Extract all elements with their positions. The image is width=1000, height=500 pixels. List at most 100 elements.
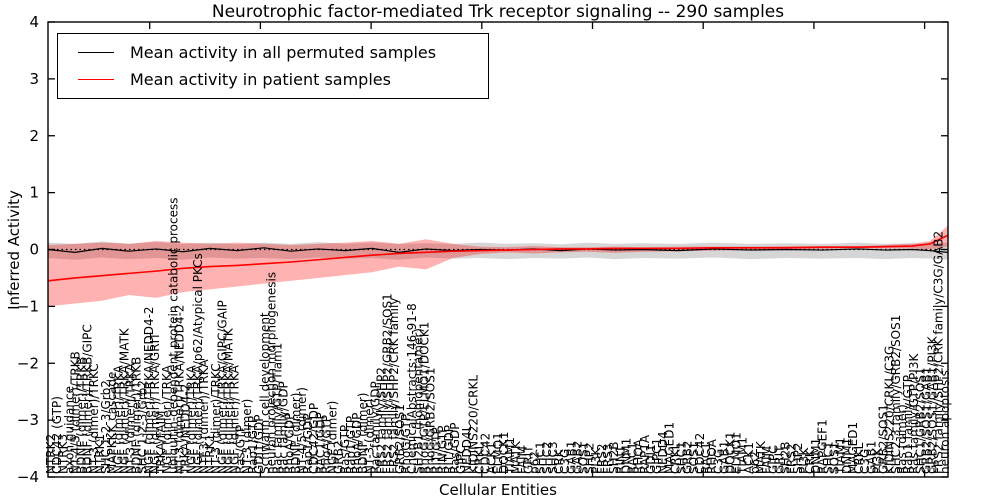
x-tick-label: CDC42	[693, 433, 707, 474]
x-tick-label: SHC2	[540, 441, 554, 474]
patient-line-swatch	[78, 79, 114, 80]
x-tick-label: BDNF (dimer)	[356, 393, 370, 475]
x-tick-label: DOCK1	[723, 431, 737, 474]
x-tick-label: KIDINS220/CRKL	[466, 375, 480, 474]
x-tick-label: SH2B	[607, 441, 621, 474]
x-tick-label: CRK	[552, 448, 566, 474]
x-tick-label: p62	[748, 451, 762, 474]
x-tick-label: SHC1/GRB2/SOS1	[913, 367, 927, 474]
legend-entry-patient: Mean activity in patient samples	[70, 70, 476, 89]
patient-band	[48, 225, 948, 307]
x-tick-label: NGF (dimer)/TRKA	[111, 364, 125, 474]
x-tick-label: CDC42	[479, 433, 493, 474]
x-tick-label: FRS2 family/SHP2	[375, 367, 389, 474]
x-tick-label: NGF (dimer)/TRKA/p62/Atypical PKCs	[191, 253, 205, 474]
permuted-line-swatch	[78, 52, 114, 53]
x-tick-label: Rap1/GDP	[301, 414, 315, 475]
x-tick-label: TIAM1	[834, 437, 848, 475]
y-tick-label: 0	[29, 241, 39, 259]
x-tick-label: NGF (dimer)/TRKA	[160, 364, 174, 474]
x-tick-label: axon guidance	[62, 386, 76, 474]
x-tick-label: RIN1	[613, 446, 627, 475]
x-tick-label: NGF (dimer)/TRKA	[228, 364, 242, 474]
x-tick-label: NGF (dimer)/TRKA/GRIT	[148, 332, 162, 474]
legend-label-permuted: Mean activity in all permuted samples	[130, 43, 437, 62]
x-tick-label: ubiquitin-dependent protein catabolic pr…	[166, 198, 180, 474]
x-tick-label: FRS2	[785, 444, 799, 475]
x-tick-label: RAP1A	[638, 434, 652, 474]
x-tick-label: CRK	[803, 448, 817, 474]
x-tick-label: FRS2	[595, 444, 609, 475]
x-axis-label: Cellular Entities	[439, 481, 557, 499]
x-tick-label: ACK1	[742, 442, 756, 474]
y-tick-label: −3	[17, 411, 39, 429]
x-tick-label: RAC1	[699, 442, 713, 474]
x-tick-label: TRKA/NEDD4-2	[179, 384, 193, 475]
x-tick-label: Rap1 family/GTP	[901, 375, 915, 474]
x-tick-label: GDI1	[644, 444, 658, 474]
x-tick-label: neuron apoptosis	[938, 370, 952, 474]
x-tick-label: DNM1	[619, 438, 633, 474]
x-tick-label: NT-3 (dimer)/TRKA/NEDD4-2	[172, 304, 186, 474]
x-tick-label: C3G	[858, 449, 872, 474]
x-tick-label: BDNF (dimer)/TRKB	[75, 357, 89, 474]
x-tick-label: GDI1/GDP	[252, 414, 266, 474]
x-tick-label: GIPC1	[650, 438, 664, 474]
x-tick-label: NTRK3	[56, 434, 70, 474]
x-tick-label: SHP2	[791, 442, 805, 474]
x-tick-label: TRKA/FAIM	[154, 411, 168, 475]
x-tick-label: RAC1/GDP	[313, 412, 327, 474]
x-tick-label: NGF (dimer)/TRKA/NEDD4-2	[142, 306, 156, 474]
x-tick-label: SOS1	[577, 442, 591, 474]
x-tick-label: FRS2 family/SHP2/CRK family	[387, 298, 401, 474]
x-tick-label: TIAM1	[503, 437, 517, 475]
chart-title: Neurotrophic factor-mediated Trk recepto…	[211, 2, 785, 22]
x-tick-label: NGF (dimer)/TRKA/MATK	[117, 327, 131, 474]
x-tick-label: PI3K	[589, 447, 603, 474]
x-tick-label: SOS1	[687, 442, 701, 474]
x-tick-label: NT-3 (dimer)	[362, 399, 376, 474]
x-tick-label: BDNF (dimer)/TRKB/GIPC	[81, 324, 95, 474]
x-tick-label: PI3K	[870, 447, 884, 474]
x-tick-label: NGF (dimer)/TRKA	[185, 364, 199, 474]
x-tick-label: CRKL	[472, 442, 486, 474]
x-tick-label: SHC 1-2-3/Grb2	[99, 380, 113, 474]
x-tick-label: ELMO1	[491, 432, 505, 474]
x-tick-label: RIN/GTP	[436, 426, 450, 474]
x-tick-label: FRS2 family/SHP2/CRK family/C3G/GAB2	[932, 231, 946, 474]
x-tick-label: NT-4/5 (dimer)	[295, 387, 309, 474]
x-tick-label: RAPGEF1	[815, 419, 829, 474]
x-tick-label: Ras/GDP	[448, 423, 462, 475]
x-tick-label: NGF (dimer)	[326, 401, 340, 474]
x-tick-label: SHP2	[583, 442, 597, 474]
x-tick-label: FRS2 family/SHP2/GRB2/SOS1	[381, 293, 395, 474]
x-tick-label: Schwann cell development	[258, 312, 272, 474]
permuted-mean-line	[47, 247, 949, 253]
x-tick-label: RIT/GTP	[430, 427, 444, 474]
y-tick-label: 3	[29, 70, 39, 88]
x-tick-label: CRKL	[668, 442, 682, 474]
x-tick-label: MAGED1	[662, 422, 676, 474]
x-tick-label: Ras/GTP	[234, 425, 248, 474]
x-tick-label: FRS3	[601, 444, 615, 475]
x-tick-label: RhoG/GTP/ELMO1/DOCK1	[417, 322, 431, 474]
x-tick-label: CDC42 (GTP)	[50, 396, 64, 474]
x-tick-label: RHOA	[705, 438, 719, 474]
y-tick-label: −2	[17, 354, 39, 372]
legend: Mean activity in all permuted samples Me…	[57, 33, 489, 99]
x-tick-label: FAIM	[760, 446, 774, 474]
x-tick-label: DNM1	[840, 438, 854, 474]
x-tick-label: MAPKKK cascade	[105, 372, 119, 474]
x-tick-label: GRB2/SOS1	[393, 404, 407, 474]
x-tick-label: SH2B1 (homopentamer)	[411, 328, 425, 474]
x-tick-label: GRIT	[521, 445, 535, 474]
x-tick-label: ELMO1	[730, 432, 744, 474]
x-tick-label: RhoA/GDP	[350, 413, 364, 474]
x-tick-label: GRB2	[332, 440, 346, 474]
x-tick-label: TIAM1	[736, 437, 750, 475]
x-tick-label: NEDD4	[656, 431, 670, 474]
y-tick-label: 1	[29, 184, 39, 202]
x-tick-label: RhoG/GRB2/SOS1	[423, 368, 437, 475]
x-tick-label: ACK1	[485, 442, 499, 474]
x-tick-label: BDNF (dimer)/TRKB	[130, 357, 144, 474]
